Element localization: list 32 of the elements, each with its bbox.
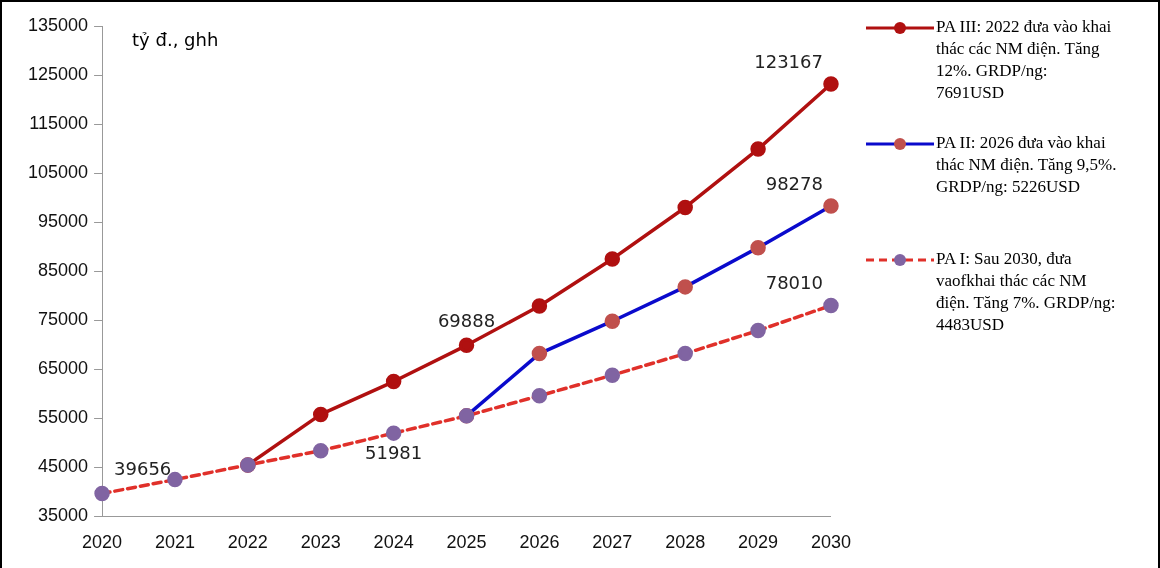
x-tick-label: 2024 <box>373 532 414 553</box>
x-tick-label: 2021 <box>154 532 195 553</box>
y-tick-label: 35000 <box>38 505 89 526</box>
data-label: 69888 <box>437 309 496 331</box>
x-tick-label: 2027 <box>592 532 633 553</box>
y-tick-label: 45000 <box>38 456 89 477</box>
legend-label: PA I: Sau 2030, đưa vaofkhai thác các NM điện. Tăng 7%. GRDP/ng: 4483USD <box>936 248 1117 336</box>
data-label: 39656 <box>114 458 172 480</box>
x-tick-label: 2028 <box>665 532 706 553</box>
x-tick-label: 2030 <box>810 532 851 553</box>
x-tick-label: 2029 <box>738 532 779 553</box>
y-tick-label: 75000 <box>38 309 89 330</box>
x-tick-label: 2023 <box>300 532 341 553</box>
x-tick-label: 2020 <box>82 532 123 553</box>
y-axis-title: tỷ đ., ghh <box>132 28 219 50</box>
data-label: 51981 <box>365 441 423 463</box>
x-tick-label: 2025 <box>446 532 487 553</box>
legend-label: PA III: 2022 đưa vào khai thác các NM điện. Tăng 12%. GRDP/ng: 7691USD <box>936 16 1113 104</box>
y-tick-label: 105000 <box>27 162 89 183</box>
data-label: 123167 <box>754 50 823 72</box>
data-label: 98278 <box>765 172 823 194</box>
data-label: 78010 <box>765 272 823 294</box>
y-tick-label: 85000 <box>38 260 89 281</box>
y-tick-label: 95000 <box>38 211 89 232</box>
y-tick-label: 65000 <box>38 358 89 379</box>
x-tick-label: 2026 <box>519 532 560 553</box>
y-tick-label: 125000 <box>27 64 89 85</box>
y-tick-label: 135000 <box>27 14 89 35</box>
legend-label: PA II: 2026 đưa vào khai thác NM điện. Tăng 9,5%. GRDP/ng: 5226USD <box>936 132 1118 198</box>
y-tick-label: 115000 <box>29 113 89 134</box>
y-tick-label: 55000 <box>38 407 89 428</box>
x-tick-label: 2022 <box>227 532 268 553</box>
